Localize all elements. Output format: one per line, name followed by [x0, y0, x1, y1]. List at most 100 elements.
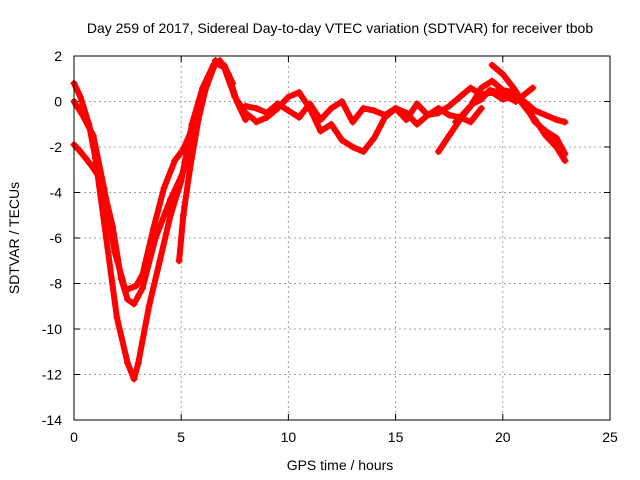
grid [74, 56, 610, 420]
data-point [434, 148, 442, 156]
data-point [130, 375, 138, 383]
data-point [434, 104, 442, 112]
data-point [561, 118, 569, 126]
data-point [111, 248, 119, 256]
y-tick-label: -8 [50, 276, 63, 292]
data-point [561, 157, 569, 165]
data-point [242, 102, 250, 110]
data-point [179, 211, 187, 219]
x-tick-label: 25 [602, 429, 618, 445]
data-point [102, 234, 110, 242]
data-point [252, 104, 260, 112]
data-point [179, 145, 187, 153]
data-point [477, 95, 485, 103]
data-point [76, 93, 84, 101]
data-point [452, 118, 460, 126]
data-point [166, 211, 174, 219]
data-point [194, 116, 202, 124]
data-point [160, 184, 168, 192]
y-tick-label: -12 [42, 367, 62, 383]
data-point [295, 113, 303, 121]
x-tick-label: 15 [388, 429, 404, 445]
y-tick-label: 2 [54, 48, 62, 64]
data-point [338, 98, 346, 105]
data-point [229, 79, 237, 87]
data-point [370, 107, 378, 115]
data-point [89, 132, 97, 140]
data-point [284, 93, 292, 101]
data-point [488, 77, 496, 85]
data-point [561, 150, 569, 158]
data-point [531, 118, 539, 126]
data-point [263, 113, 271, 121]
series-group [252, 88, 485, 156]
data-point [79, 111, 87, 119]
series-group [488, 61, 569, 158]
data-point [139, 284, 147, 292]
data-point [130, 300, 138, 308]
y-axis-label: SDTVAR / TECUs [6, 182, 22, 294]
data-point [520, 100, 528, 108]
data-point [327, 120, 335, 128]
data-point [349, 143, 357, 151]
series-line [489, 62, 568, 157]
data-point [171, 157, 179, 165]
data-point [327, 104, 335, 112]
data-point [76, 148, 84, 156]
data-point [121, 286, 129, 294]
data-point [274, 104, 282, 112]
data-point [467, 118, 475, 126]
data-point [456, 93, 464, 101]
data-point [552, 116, 560, 124]
series-line [452, 84, 536, 125]
data-series [70, 57, 569, 383]
y-tick-label: -10 [42, 321, 62, 337]
data-point [520, 91, 528, 99]
data-point [370, 134, 378, 142]
x-tick-label: 20 [495, 429, 511, 445]
data-point [220, 61, 228, 69]
data-point [252, 118, 260, 126]
data-point [212, 57, 220, 65]
series-line [71, 59, 258, 294]
data-point [306, 104, 314, 112]
x-tick-label: 5 [177, 429, 185, 445]
data-point [477, 84, 485, 92]
data-point [413, 120, 421, 128]
data-point [124, 359, 132, 367]
data-point [186, 166, 194, 174]
plot-frame [73, 55, 611, 421]
data-point [469, 100, 477, 108]
data-point [317, 127, 325, 135]
y-tick-label: -6 [50, 230, 63, 246]
data-point [542, 127, 550, 135]
data-point [124, 295, 132, 303]
data-point [359, 104, 367, 112]
data-point [542, 111, 550, 119]
data-point [134, 359, 142, 367]
data-point [231, 93, 239, 101]
data-point [295, 88, 303, 96]
data-point [529, 84, 537, 92]
series-group [70, 141, 196, 308]
data-point [445, 111, 453, 119]
data-point [139, 270, 147, 278]
data-point [510, 84, 518, 92]
data-point [552, 134, 560, 142]
y-tick-label: -4 [50, 185, 63, 201]
series-group [452, 84, 537, 126]
data-point [145, 302, 153, 310]
data-point [392, 104, 400, 112]
data-point [424, 111, 432, 119]
series-group [175, 57, 237, 265]
series-line [253, 89, 485, 155]
data-point [349, 118, 357, 126]
x-axis-label: GPS time / hours [287, 457, 394, 473]
data-point [175, 257, 183, 265]
data-point [242, 109, 250, 117]
data-point [503, 93, 511, 101]
data-point [242, 116, 250, 124]
chart-title: Day 259 of 2017, Sidereal Day-to-day VTE… [87, 20, 594, 36]
data-point [132, 282, 140, 290]
